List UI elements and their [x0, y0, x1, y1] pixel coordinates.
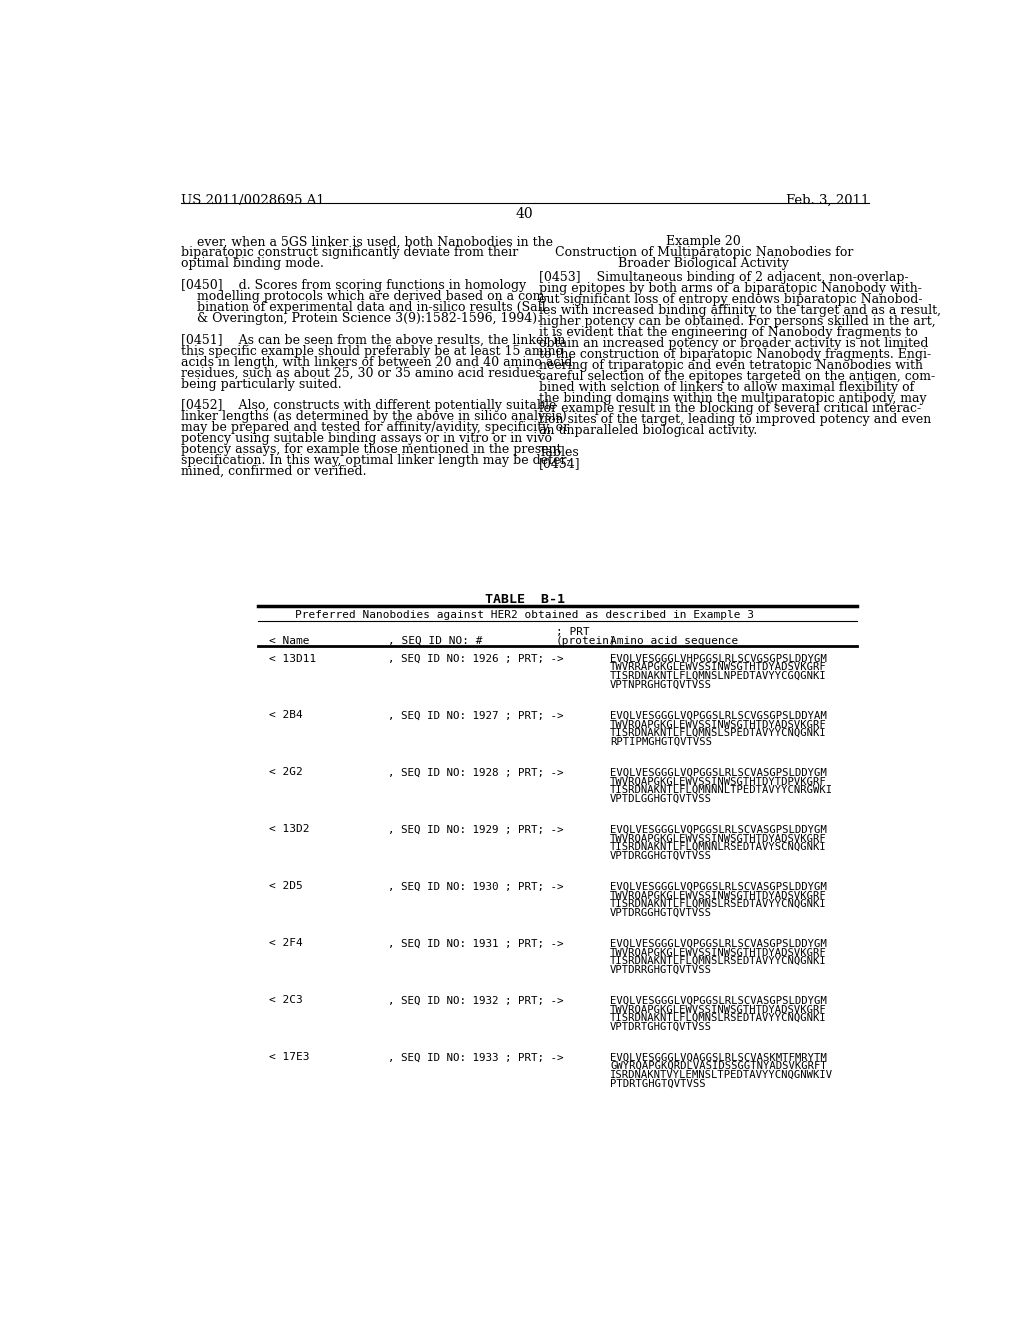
- Text: TISRDNAKNTLFLQMNNLRSEDTAVYSCNQGNKI: TISRDNAKNTLFLQMNNLRSEDTAVYSCNQGNKI: [610, 842, 826, 853]
- Text: TISRDNAKNTLFLQMNSLRSEDTAVYYCNQGNKI: TISRDNAKNTLFLQMNSLRSEDTAVYYCNQGNKI: [610, 899, 826, 909]
- Text: < 13D2: < 13D2: [269, 825, 309, 834]
- Text: < 17E3: < 17E3: [269, 1052, 309, 1063]
- Text: bination of experimental data and in-silico results (Sall: bination of experimental data and in-sil…: [180, 301, 546, 314]
- Text: EVQLVESGGGLVQPGGSLRLSCVASGPSLDDYGM: EVQLVESGGGLVQPGGSLRLSCVASGPSLDDYGM: [610, 767, 826, 777]
- Text: EVQLVESGGGLVQPGGSLRLSCVASGPSLDDYGM: EVQLVESGGGLVQPGGSLRLSCVASGPSLDDYGM: [610, 825, 826, 834]
- Text: TWVRQAPGKGLEWVSSINWSGTHTDYADSVKGRF: TWVRQAPGKGLEWVSSINWSGTHTDYADSVKGRF: [610, 948, 826, 957]
- Text: higher potency can be obtained. For persons skilled in the art,: higher potency can be obtained. For pers…: [539, 315, 935, 327]
- Text: PTDRTGHGTQVTVSS: PTDRTGHGTQVTVSS: [610, 1078, 706, 1089]
- Text: TWVRQAPGKGLEWVSSINWSGTHTDYADSVKGRF: TWVRQAPGKGLEWVSSINWSGTHTDYADSVKGRF: [610, 719, 826, 730]
- Text: EVQLVESGGGLVQAGGSLRLSCVASKMTFMRYTM: EVQLVESGGGLVQAGGSLRLSCVASKMTFMRYTM: [610, 1052, 826, 1063]
- Text: [0452]    Also, constructs with different potentially suitable: [0452] Also, constructs with different p…: [180, 400, 556, 412]
- Text: VPTDRGGHGTQVTVSS: VPTDRGGHGTQVTVSS: [610, 908, 712, 917]
- Text: < Name: < Name: [269, 636, 309, 645]
- Text: potency assays, for example those mentioned in the present: potency assays, for example those mentio…: [180, 444, 561, 457]
- Text: modelling protocols which are derived based on a com-: modelling protocols which are derived ba…: [180, 290, 548, 304]
- Text: EVQLVESGGGLVHPGGSLRLSCVGSGPSLDDYGM: EVQLVESGGGLVHPGGSLRLSCVGSGPSLDDYGM: [610, 653, 826, 664]
- Text: TWVRQAPGKGLEWVSSINWSGTHTDYADSVKGRF: TWVRQAPGKGLEWVSSINWSGTHTDYADSVKGRF: [610, 1005, 826, 1014]
- Text: may be prepared and tested for affinity/avidity, specificity, or: may be prepared and tested for affinity/…: [180, 421, 568, 434]
- Text: VPTDRTGHGTQVTVSS: VPTDRTGHGTQVTVSS: [610, 1022, 712, 1032]
- Text: VPTDRRGHGTQVTVSS: VPTDRRGHGTQVTVSS: [610, 965, 712, 975]
- Text: TWVRRAPGKGLEWVSSINWSGTHTDYADSVKGRF: TWVRRAPGKGLEWVSSINWSGTHTDYADSVKGRF: [610, 663, 826, 672]
- Text: Construction of Multiparatopic Nanobodies for: Construction of Multiparatopic Nanobodie…: [555, 247, 853, 259]
- Text: TISRDNAKNTLFLQMNSLRSEDTAVYYCNQGNKI: TISRDNAKNTLFLQMNSLRSEDTAVYYCNQGNKI: [610, 1014, 826, 1023]
- Text: tion sites of the target, leading to improved potency and even: tion sites of the target, leading to imp…: [539, 413, 931, 426]
- Text: optimal binding mode.: optimal binding mode.: [180, 257, 324, 271]
- Text: < 2B4: < 2B4: [269, 710, 303, 721]
- Text: ies with increased binding affinity to the target and as a result,: ies with increased binding affinity to t…: [539, 304, 941, 317]
- Text: careful selection of the epitopes targeted on the antigen, com-: careful selection of the epitopes target…: [539, 370, 935, 383]
- Text: , SEQ ID NO: #: , SEQ ID NO: #: [388, 636, 482, 645]
- Text: EVQLVESGGGLVQPGGSLRLSCVASGPSLDDYGM: EVQLVESGGGLVQPGGSLRLSCVASGPSLDDYGM: [610, 995, 826, 1006]
- Text: TISRDNAKNTLFLQMNSLRSEDTAVYYCNQGNKI: TISRDNAKNTLFLQMNSLRSEDTAVYYCNQGNKI: [610, 956, 826, 966]
- Text: to the construction of biparatopic Nanobody fragments. Engi-: to the construction of biparatopic Nanob…: [539, 348, 931, 360]
- Text: being particularly suited.: being particularly suited.: [180, 378, 341, 391]
- Text: < 2G2: < 2G2: [269, 767, 303, 777]
- Text: GWYRQAPGKQRDLVASIDSSGGTNYADSVKGRFT: GWYRQAPGKQRDLVASIDSSGGTNYADSVKGRFT: [610, 1061, 826, 1072]
- Text: TISRDNAKNTLFLQMNSLSPEDTAVYYCNQGNKI: TISRDNAKNTLFLQMNSLSPEDTAVYYCNQGNKI: [610, 729, 826, 738]
- Text: EVQLVESGGGLVQPGGSLRLSCVASGPSLDDYGM: EVQLVESGGGLVQPGGSLRLSCVASGPSLDDYGM: [610, 939, 826, 948]
- Text: US 2011/0028695 A1: US 2011/0028695 A1: [180, 194, 325, 207]
- Text: ISRDNAKNTVYLEMNSLTPEDTAVYYCNQGNWKIV: ISRDNAKNTVYLEMNSLTPEDTAVYYCNQGNWKIV: [610, 1071, 834, 1080]
- Text: < 2F4: < 2F4: [269, 939, 303, 948]
- Text: potency using suitable binding assays or in vitro or in vivo: potency using suitable binding assays or…: [180, 432, 552, 445]
- Text: the binding domains within the multiparatopic antibody, may: the binding domains within the multipara…: [539, 392, 927, 404]
- Text: & Overington, Protein Science 3(9):1582-1596, 1994).: & Overington, Protein Science 3(9):1582-…: [180, 312, 541, 325]
- Text: TWVRQAPGKGLEWVSSINWSGTHTDYADSVKGRF: TWVRQAPGKGLEWVSSINWSGTHTDYADSVKGRF: [610, 890, 826, 900]
- Text: < 13D11: < 13D11: [269, 653, 316, 664]
- Text: residues, such as about 25, 30 or 35 amino acid residues,: residues, such as about 25, 30 or 35 ami…: [180, 367, 546, 380]
- Text: Tables: Tables: [539, 446, 580, 459]
- Text: Example 20: Example 20: [667, 235, 741, 248]
- Text: an unparalleled biological activity.: an unparalleled biological activity.: [539, 424, 757, 437]
- Text: ping epitopes by both arms of a biparatopic Nanobody with-: ping epitopes by both arms of a biparato…: [539, 282, 922, 296]
- Text: TISRDNAKNTLFLQMNNNLTPEDTAVYYCNRGWKI: TISRDNAKNTLFLQMNNNLTPEDTAVYYCNRGWKI: [610, 785, 834, 795]
- Text: , SEQ ID NO: 1927 ; PRT; ->: , SEQ ID NO: 1927 ; PRT; ->: [388, 710, 563, 721]
- Text: mined, confirmed or verified.: mined, confirmed or verified.: [180, 465, 367, 478]
- Text: bined with selction of linkers to allow maximal flexibility of: bined with selction of linkers to allow …: [539, 380, 914, 393]
- Text: it is evident that the engineering of Nanobody fragments to: it is evident that the engineering of Na…: [539, 326, 918, 339]
- Text: [0454]: [0454]: [539, 457, 581, 470]
- Text: , SEQ ID NO: 1929 ; PRT; ->: , SEQ ID NO: 1929 ; PRT; ->: [388, 825, 563, 834]
- Text: [0450]    d. Scores from scoring functions in homology: [0450] d. Scores from scoring functions …: [180, 279, 526, 292]
- Text: [0451]    As can be seen from the above results, the linker in: [0451] As can be seen from the above res…: [180, 334, 565, 347]
- Text: out significant loss of entropy endows biparatopic Nanobod-: out significant loss of entropy endows b…: [539, 293, 923, 306]
- Text: Amino acid sequence: Amino acid sequence: [610, 636, 738, 645]
- Text: obtain an increased potency or broader activity is not limited: obtain an increased potency or broader a…: [539, 337, 928, 350]
- Text: , SEQ ID NO: 1926 ; PRT; ->: , SEQ ID NO: 1926 ; PRT; ->: [388, 653, 563, 664]
- Text: [0453]    Simultaneous binding of 2 adjacent, non-overlap-: [0453] Simultaneous binding of 2 adjacen…: [539, 272, 908, 284]
- Text: VPTNPRGHGTQVTVSS: VPTNPRGHGTQVTVSS: [610, 680, 712, 690]
- Text: acids in length, with linkers of between 20 and 40 amino acid: acids in length, with linkers of between…: [180, 355, 572, 368]
- Text: EVQLVESGGGLVQPGGSLRLSCVGSGPSLDDYAM: EVQLVESGGGLVQPGGSLRLSCVGSGPSLDDYAM: [610, 710, 826, 721]
- Text: neering of triparatopic and even tetratopic Nanobodies with: neering of triparatopic and even tetrato…: [539, 359, 923, 372]
- Text: < 2D5: < 2D5: [269, 882, 303, 891]
- Text: linker lengths (as determined by the above in silico analysis): linker lengths (as determined by the abo…: [180, 411, 566, 424]
- Text: < 2C3: < 2C3: [269, 995, 303, 1006]
- Text: ever, when a 5GS linker is used, both Nanobodies in the: ever, when a 5GS linker is used, both Na…: [180, 235, 553, 248]
- Text: ; PRT: ; PRT: [556, 627, 590, 636]
- Text: , SEQ ID NO: 1930 ; PRT; ->: , SEQ ID NO: 1930 ; PRT; ->: [388, 882, 563, 891]
- Text: TWVRQAPGKGLEWVSSINWSGTHTDYADSVKGRF: TWVRQAPGKGLEWVSSINWSGTHTDYADSVKGRF: [610, 833, 826, 843]
- Text: Feb. 3, 2011: Feb. 3, 2011: [785, 194, 869, 207]
- Text: RPTIPMGHGTQVTVSS: RPTIPMGHGTQVTVSS: [610, 737, 712, 747]
- Text: Preferred Nanobodies against HER2 obtained as described in Example 3: Preferred Nanobodies against HER2 obtain…: [295, 610, 755, 620]
- Text: for example result in the blocking of several critical interac-: for example result in the blocking of se…: [539, 403, 921, 416]
- Text: TISRDNAKNTLFLQMNSLNPEDTAVYYCGQGNKI: TISRDNAKNTLFLQMNSLNPEDTAVYYCGQGNKI: [610, 671, 826, 681]
- Text: specification. In this way, optimal linker length may be deter-: specification. In this way, optimal link…: [180, 454, 570, 467]
- Text: VPTDLGGHGTQVTVSS: VPTDLGGHGTQVTVSS: [610, 795, 712, 804]
- Text: , SEQ ID NO: 1931 ; PRT; ->: , SEQ ID NO: 1931 ; PRT; ->: [388, 939, 563, 948]
- Text: (protein): (protein): [556, 636, 616, 645]
- Text: , SEQ ID NO: 1928 ; PRT; ->: , SEQ ID NO: 1928 ; PRT; ->: [388, 767, 563, 777]
- Text: TWVRQAPGKGLEWVSSINWSGTHTDYTDPVKGRF: TWVRQAPGKGLEWVSSINWSGTHTDYTDPVKGRF: [610, 776, 826, 787]
- Text: EVQLVESGGGLVQPGGSLRLSCVASGPSLDDYGM: EVQLVESGGGLVQPGGSLRLSCVASGPSLDDYGM: [610, 882, 826, 891]
- Text: , SEQ ID NO: 1933 ; PRT; ->: , SEQ ID NO: 1933 ; PRT; ->: [388, 1052, 563, 1063]
- Text: biparatopic construct significantly deviate from their: biparatopic construct significantly devi…: [180, 247, 518, 259]
- Text: 40: 40: [516, 207, 534, 220]
- Text: Broader Biological Activity: Broader Biological Activity: [618, 257, 790, 271]
- Text: , SEQ ID NO: 1932 ; PRT; ->: , SEQ ID NO: 1932 ; PRT; ->: [388, 995, 563, 1006]
- Text: this specific example should preferably be at least 15 amino: this specific example should preferably …: [180, 345, 563, 358]
- Text: VPTDRGGHGTQVTVSS: VPTDRGGHGTQVTVSS: [610, 851, 712, 861]
- Text: TABLE  B-1: TABLE B-1: [484, 594, 565, 606]
